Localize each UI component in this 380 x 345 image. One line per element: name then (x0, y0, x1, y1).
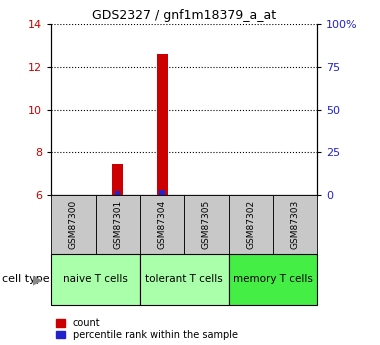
Text: GSM87303: GSM87303 (291, 200, 300, 249)
Text: GSM87301: GSM87301 (113, 200, 122, 249)
Text: GSM87300: GSM87300 (69, 200, 78, 249)
Bar (140, 254, 229, 305)
Text: ▶: ▶ (33, 273, 43, 286)
Text: GSM87302: GSM87302 (246, 200, 255, 249)
Text: memory T cells: memory T cells (233, 275, 313, 284)
Text: GSM87305: GSM87305 (202, 200, 211, 249)
Bar (96, 195, 140, 254)
Bar (51, 254, 140, 305)
Bar (140, 195, 184, 254)
Bar (112, 164, 124, 195)
Bar (115, 191, 120, 195)
Text: cell type: cell type (2, 275, 49, 284)
Bar (51, 195, 96, 254)
Legend: count, percentile rank within the sample: count, percentile rank within the sample (56, 318, 238, 340)
Text: naive T cells: naive T cells (63, 275, 128, 284)
Bar (160, 190, 165, 195)
Bar (229, 195, 273, 254)
Text: tolerant T cells: tolerant T cells (146, 275, 223, 284)
Title: GDS2327 / gnf1m18379_a_at: GDS2327 / gnf1m18379_a_at (92, 9, 276, 22)
Bar (184, 195, 229, 254)
Text: GSM87304: GSM87304 (158, 200, 167, 249)
Bar (157, 54, 168, 195)
Bar (229, 254, 317, 305)
Bar (273, 195, 317, 254)
